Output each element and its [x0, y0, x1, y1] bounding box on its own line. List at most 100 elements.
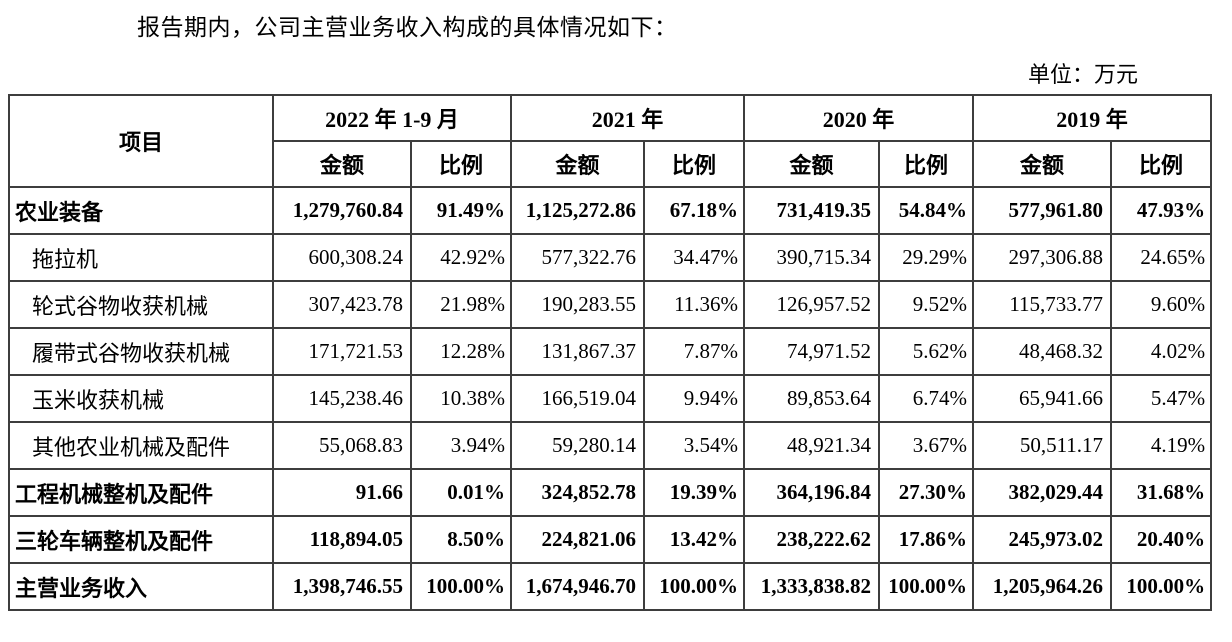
unit-label: 单位：万元 [1027, 62, 1138, 87]
amount-cell: 577,322.76 [510, 233, 646, 282]
ratio-cell: 4.19% [1110, 421, 1213, 470]
header-period-2019: 2019 年 [972, 94, 1213, 142]
amount-cell: 145,238.46 [272, 374, 412, 423]
row-item-label: 轮式谷物收获机械 [8, 280, 274, 329]
intro-paragraph: 报告期内，公司主营业务收入构成的具体情况如下： [137, 15, 678, 40]
table-row: 主营业务收入 1,398,746.55 100.00% 1,674,946.70 100… [8, 562, 1213, 611]
row-item-label: 工程机械整机及配件 [8, 468, 274, 517]
ratio-cell: 3.54% [643, 421, 746, 470]
ratio-cell: 12.28% [409, 327, 513, 376]
amount-cell: 324,852.78 [510, 468, 646, 517]
header-period-2022: 2022 年 1-9 月 [271, 94, 513, 142]
ratio-cell: 7.87% [643, 327, 746, 376]
ratio-cell: 27.30% [878, 468, 975, 517]
ratio-cell: 3.94% [409, 421, 513, 470]
amount-cell: 245,973.02 [972, 515, 1113, 564]
header-item: 项目 [8, 94, 274, 188]
row-item-label: 主营业务收入 [8, 562, 274, 611]
table-row: 其他农业机械及配件 55,068.83 3.94% 59,280.14 3.54% 48,… [8, 421, 1213, 470]
ratio-cell: 19.39% [643, 468, 746, 517]
amount-cell: 600,308.24 [272, 233, 412, 282]
table-body: 农业装备 1,279,760.84 91.49% 1,125,272.86 67.18%… [8, 186, 1213, 611]
header-ratio: 比例 [409, 140, 513, 188]
ratio-cell: 34.47% [643, 233, 746, 282]
row-item-label: 农业装备 [8, 186, 274, 235]
ratio-cell: 0.01% [409, 468, 513, 517]
header-amount: 金额 [972, 140, 1113, 188]
amount-cell: 166,519.04 [510, 374, 646, 423]
ratio-cell: 6.74% [878, 374, 975, 423]
ratio-cell: 100.00% [878, 562, 975, 611]
ratio-cell: 4.02% [1110, 327, 1213, 376]
ratio-cell: 100.00% [1110, 562, 1213, 611]
header-period-2020: 2020 年 [743, 94, 975, 142]
amount-cell: 50,511.17 [972, 421, 1113, 470]
amount-cell: 364,196.84 [743, 468, 881, 517]
amount-cell: 382,029.44 [972, 468, 1113, 517]
amount-cell: 307,423.78 [272, 280, 412, 329]
table-row: 农业装备 1,279,760.84 91.49% 1,125,272.86 67.18%… [8, 186, 1213, 235]
amount-cell: 390,715.34 [743, 233, 881, 282]
amount-cell: 59,280.14 [510, 421, 646, 470]
table-row: 轮式谷物收获机械 307,423.78 21.98% 190,283.55 11.36%… [8, 280, 1213, 329]
table-row: 履带式谷物收获机械 171,721.53 12.28% 131,867.37 7.87%… [8, 327, 1213, 376]
amount-cell: 131,867.37 [510, 327, 646, 376]
row-item-label: 玉米收获机械 [8, 374, 274, 423]
amount-cell: 1,205,964.26 [972, 562, 1113, 611]
amount-cell: 126,957.52 [743, 280, 881, 329]
amount-cell: 118,894.05 [272, 515, 412, 564]
ratio-cell: 21.98% [409, 280, 513, 329]
ratio-cell: 9.60% [1110, 280, 1213, 329]
ratio-cell: 42.92% [409, 233, 513, 282]
amount-cell: 74,971.52 [743, 327, 881, 376]
ratio-cell: 54.84% [878, 186, 975, 235]
header-period-2021: 2021 年 [510, 94, 746, 142]
amount-cell: 190,283.55 [510, 280, 646, 329]
ratio-cell: 5.62% [878, 327, 975, 376]
ratio-cell: 24.65% [1110, 233, 1213, 282]
ratio-cell: 17.86% [878, 515, 975, 564]
ratio-cell: 13.42% [643, 515, 746, 564]
amount-cell: 55,068.83 [272, 421, 412, 470]
amount-cell: 1,674,946.70 [510, 562, 646, 611]
header-amount: 金额 [743, 140, 881, 188]
row-item-label: 三轮车辆整机及配件 [8, 515, 274, 564]
ratio-cell: 91.49% [409, 186, 513, 235]
amount-cell: 1,333,838.82 [743, 562, 881, 611]
row-item-label: 拖拉机 [8, 233, 274, 282]
ratio-cell: 20.40% [1110, 515, 1213, 564]
amount-cell: 1,398,746.55 [272, 562, 412, 611]
ratio-cell: 9.94% [643, 374, 746, 423]
revenue-composition-table: 项目 2022 年 1-9 月 2021 年 2020 年 2019 年 金额 … [8, 94, 1213, 611]
ratio-cell: 100.00% [643, 562, 746, 611]
amount-cell: 731,419.35 [743, 186, 881, 235]
ratio-cell: 47.93% [1110, 186, 1213, 235]
amount-cell: 577,961.80 [972, 186, 1113, 235]
ratio-cell: 10.38% [409, 374, 513, 423]
ratio-cell: 100.00% [409, 562, 513, 611]
header-ratio: 比例 [643, 140, 746, 188]
row-item-label: 其他农业机械及配件 [8, 421, 274, 470]
amount-cell: 171,721.53 [272, 327, 412, 376]
table-row: 工程机械整机及配件 91.66 0.01% 324,852.78 19.39% 364,1… [8, 468, 1213, 517]
ratio-cell: 29.29% [878, 233, 975, 282]
amount-cell: 1,125,272.86 [510, 186, 646, 235]
table-header: 项目 2022 年 1-9 月 2021 年 2020 年 2019 年 金额 … [8, 94, 1213, 188]
ratio-cell: 11.36% [643, 280, 746, 329]
amount-cell: 65,941.66 [972, 374, 1113, 423]
table-row: 玉米收获机械 145,238.46 10.38% 166,519.04 9.94% 89,… [8, 374, 1213, 423]
ratio-cell: 5.47% [1110, 374, 1213, 423]
amount-cell: 224,821.06 [510, 515, 646, 564]
ratio-cell: 8.50% [409, 515, 513, 564]
amount-cell: 89,853.64 [743, 374, 881, 423]
document-page: 报告期内，公司主营业务收入构成的具体情况如下： 单位：万元 项目 2022 年 … [8, 15, 1213, 611]
ratio-cell: 67.18% [643, 186, 746, 235]
header-ratio: 比例 [1110, 140, 1213, 188]
amount-cell: 91.66 [272, 468, 412, 517]
row-item-label: 履带式谷物收获机械 [8, 327, 274, 376]
ratio-cell: 3.67% [878, 421, 975, 470]
header-amount: 金额 [510, 140, 646, 188]
amount-cell: 297,306.88 [972, 233, 1113, 282]
header-amount: 金额 [272, 140, 412, 188]
table-row: 三轮车辆整机及配件 118,894.05 8.50% 224,821.06 13.42%… [8, 515, 1213, 564]
